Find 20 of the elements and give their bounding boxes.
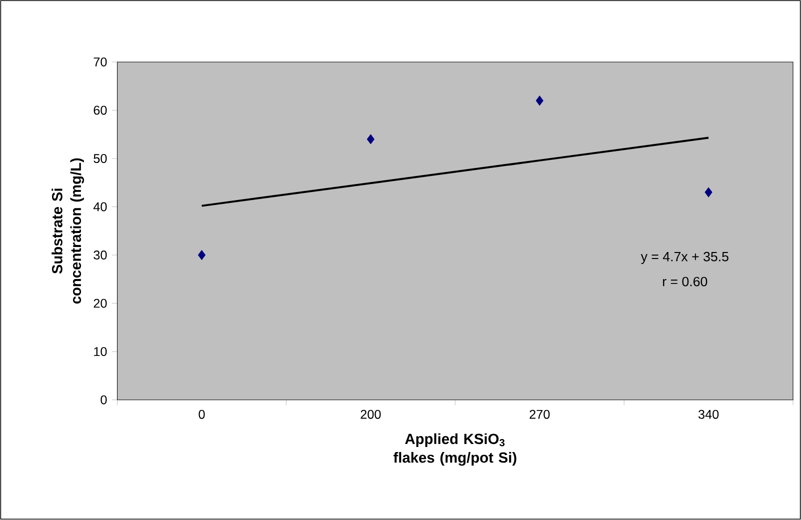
x-tick-label: 200	[360, 410, 381, 419]
y-tick-label: 30	[94, 250, 107, 260]
point	[536, 96, 544, 106]
x-tick-label: 0	[198, 410, 205, 419]
y-axis-title: Substrate Si concentration (mg/L)	[52, 158, 84, 304]
y-tick-label: 10	[94, 347, 107, 356]
annotation: y = 4.7x + 35.5	[640, 252, 728, 264]
point	[366, 134, 374, 144]
y-tick-label: 60	[94, 106, 107, 115]
x-axis-title: Applied KSiO$_{3}$ flakes (mg/pot Si)	[393, 433, 516, 466]
y-tick-label: 20	[94, 298, 107, 308]
y-tick-label: 70	[94, 58, 107, 67]
annotation: r = 0.60	[662, 276, 708, 286]
y-tick-label: 50	[94, 154, 107, 164]
y-tick-label: 0	[100, 395, 107, 404]
x-tick-label: 340	[698, 410, 719, 419]
y-tick-label: 40	[93, 202, 107, 212]
x-tick-label: 270	[530, 410, 550, 419]
point	[198, 250, 206, 260]
point	[704, 187, 712, 198]
